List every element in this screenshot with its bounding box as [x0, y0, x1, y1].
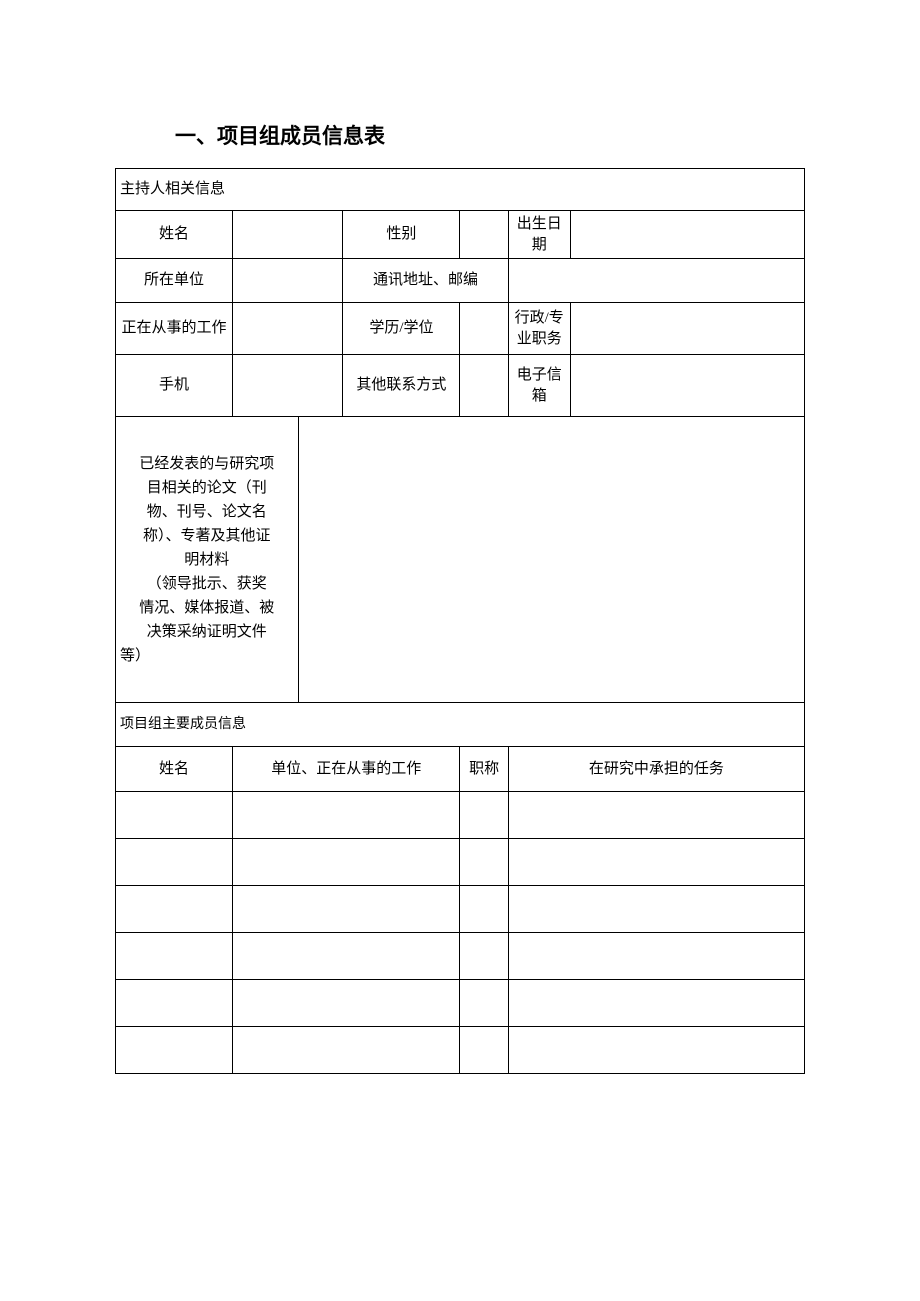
mobile-value[interactable] [233, 355, 343, 417]
email-label: 电子信箱 [508, 355, 570, 417]
member-orgwork[interactable] [233, 933, 460, 980]
member-task[interactable] [508, 839, 804, 886]
member-name[interactable] [116, 792, 233, 839]
leader-section-header: 主持人相关信息 [116, 169, 805, 211]
addr-label: 通讯地址、邮编 [343, 259, 508, 303]
email-value[interactable] [570, 355, 804, 417]
table-row [116, 933, 805, 980]
edu-value[interactable] [460, 303, 508, 355]
member-task[interactable] [508, 1027, 804, 1074]
addr-value[interactable] [508, 259, 804, 303]
gender-value[interactable] [460, 211, 508, 259]
member-title[interactable] [460, 980, 508, 1027]
members-col-orgwork: 单位、正在从事的工作 [233, 747, 460, 792]
member-task[interactable] [508, 792, 804, 839]
member-orgwork[interactable] [233, 980, 460, 1027]
contact-label: 其他联系方式 [343, 355, 460, 417]
member-task[interactable] [508, 886, 804, 933]
member-name[interactable] [116, 839, 233, 886]
form-table: 主持人相关信息 姓名 性别 出生日期 所在单位 通讯地址、邮编 正在从事的工作 … [115, 168, 805, 1074]
table-row [116, 1027, 805, 1074]
work-value[interactable] [233, 303, 343, 355]
member-title[interactable] [460, 792, 508, 839]
table-row [116, 792, 805, 839]
pos-value[interactable] [570, 303, 804, 355]
pub-label-line: 物、刊号、论文名 [120, 500, 294, 524]
table-row [116, 980, 805, 1027]
pub-label-line: 决策采纳证明文件 [120, 620, 294, 644]
member-title[interactable] [460, 886, 508, 933]
member-orgwork[interactable] [233, 792, 460, 839]
birth-label: 出生日期 [508, 211, 570, 259]
pub-label-line: 目相关的论文（刊 [120, 476, 294, 500]
org-value[interactable] [233, 259, 343, 303]
member-name[interactable] [116, 1027, 233, 1074]
work-label: 正在从事的工作 [116, 303, 233, 355]
name-value[interactable] [233, 211, 343, 259]
table-row [116, 886, 805, 933]
member-title[interactable] [460, 839, 508, 886]
members-col-name: 姓名 [116, 747, 233, 792]
table-row [116, 839, 805, 886]
edu-label: 学历/学位 [343, 303, 460, 355]
pub-label-line: 明材料 [120, 548, 294, 572]
member-name[interactable] [116, 933, 233, 980]
birth-value[interactable] [570, 211, 804, 259]
members-col-title: 职称 [460, 747, 508, 792]
member-orgwork[interactable] [233, 886, 460, 933]
contact-value[interactable] [460, 355, 508, 417]
pub-label-line: 称）、专著及其他证 [120, 524, 294, 548]
members-col-task: 在研究中承担的任务 [508, 747, 804, 792]
member-title[interactable] [460, 1027, 508, 1074]
page-title: 一、项目组成员信息表 [175, 120, 805, 150]
member-orgwork[interactable] [233, 1027, 460, 1074]
publications-value[interactable] [298, 417, 804, 703]
member-name[interactable] [116, 886, 233, 933]
member-task[interactable] [508, 980, 804, 1027]
mobile-label: 手机 [116, 355, 233, 417]
member-name[interactable] [116, 980, 233, 1027]
member-title[interactable] [460, 933, 508, 980]
publications-label: 已经发表的与研究项 目相关的论文（刊 物、刊号、论文名 称）、专著及其他证 明材… [116, 417, 299, 703]
name-label: 姓名 [116, 211, 233, 259]
pub-label-line: 情况、媒体报道、被 [120, 596, 294, 620]
pub-label-line: （领导批示、获奖 [120, 572, 294, 596]
gender-label: 性别 [343, 211, 460, 259]
member-task[interactable] [508, 933, 804, 980]
pub-label-line: 已经发表的与研究项 [120, 452, 294, 476]
member-orgwork[interactable] [233, 839, 460, 886]
members-section-header: 项目组主要成员信息 [116, 703, 805, 747]
pub-label-line: 等） [120, 644, 294, 668]
org-label: 所在单位 [116, 259, 233, 303]
pos-label: 行政/专业职务 [508, 303, 570, 355]
